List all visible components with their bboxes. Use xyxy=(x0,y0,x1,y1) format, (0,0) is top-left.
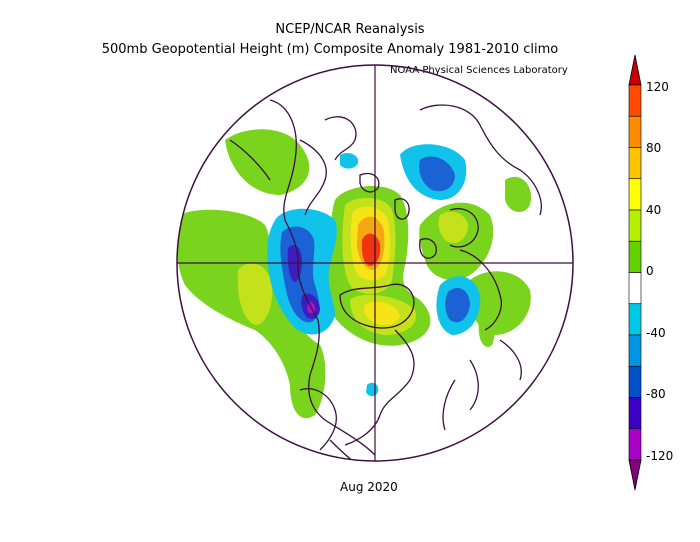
chart-subtitle: 500mb Geopotential Height (m) Composite … xyxy=(101,42,559,57)
colorbar-swatch xyxy=(628,365,642,398)
anomaly-region-neg xyxy=(419,156,455,192)
colorbar-swatch xyxy=(628,428,642,461)
anomaly-region-neg xyxy=(445,288,470,323)
colorbar-label: 120 xyxy=(646,80,669,94)
colorbar-label: -120 xyxy=(646,449,673,463)
anomaly-region-neg xyxy=(340,152,359,169)
credit-label: NOAA Physical Sciences Laboratory xyxy=(390,65,568,76)
colorbar-swatches xyxy=(628,54,642,491)
date-label: Aug 2020 xyxy=(340,480,398,494)
anomaly-region-pos xyxy=(237,263,273,325)
anomaly-region-pos xyxy=(225,129,310,195)
anomaly-region-pos xyxy=(478,314,495,347)
anomaly-region-pos xyxy=(363,301,400,326)
colorbar-swatch xyxy=(628,115,642,148)
colorbar-arrow-bottom xyxy=(628,459,642,491)
colorbar-swatch xyxy=(628,240,642,273)
colorbar-label: -40 xyxy=(646,326,666,340)
colorbar-swatch xyxy=(628,178,642,211)
colorbar-ticks: 120 80 40 0 -40 -80 -120 xyxy=(646,80,673,463)
colorbar-swatch xyxy=(628,147,642,180)
colorbar-swatch xyxy=(628,84,642,117)
colorbar-swatch xyxy=(628,397,642,430)
chart-title: NCEP/NCAR Reanalysis xyxy=(275,22,425,37)
anomaly-region-pos xyxy=(505,176,531,212)
colorbar-swatch xyxy=(628,334,642,367)
coastlines xyxy=(229,99,542,461)
colorbar-arrow-top xyxy=(628,54,642,86)
anomaly-region-pos xyxy=(438,211,468,244)
colorbar-swatch xyxy=(628,209,642,242)
colorbar-label: 40 xyxy=(646,203,661,217)
colorbar-swatch xyxy=(628,303,642,336)
colorbar-label: 80 xyxy=(646,141,661,155)
colorbar-label: -80 xyxy=(646,387,666,401)
colorbar-swatch xyxy=(628,272,642,305)
anomaly-field xyxy=(177,129,531,419)
colorbar-label: 0 xyxy=(646,264,654,278)
